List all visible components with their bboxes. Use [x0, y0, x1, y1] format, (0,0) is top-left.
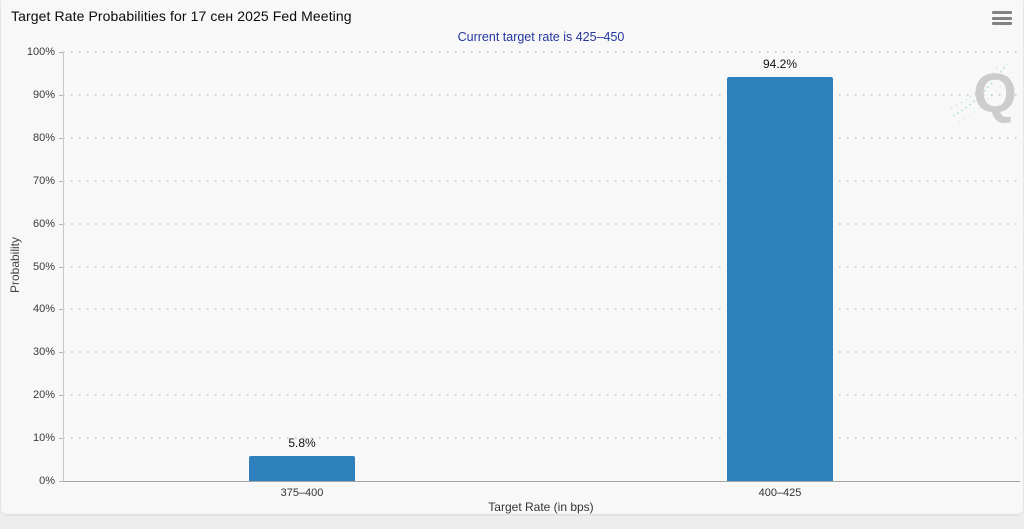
x-tick-label: 400–425	[758, 487, 802, 499]
gridline	[63, 179, 1019, 182]
gridline	[63, 222, 1019, 225]
y-tick-mark	[59, 395, 63, 397]
chart-card: Target Rate Probabilities for 17 сен 202…	[1, 0, 1023, 514]
gridline	[63, 265, 1019, 268]
gridline	[63, 394, 1019, 397]
y-tick-label: 60%	[32, 217, 55, 230]
y-tick-mark	[59, 137, 63, 139]
y-tick-label: 80%	[32, 131, 55, 144]
y-tick-mark	[59, 52, 63, 53]
menu-button[interactable]	[990, 8, 1014, 28]
y-tick-mark	[59, 352, 63, 354]
y-tick-label: 100%	[26, 46, 55, 58]
y-tick-mark	[59, 180, 63, 182]
x-tick-label: 375–400	[280, 487, 324, 499]
y-tick-label: 90%	[32, 88, 55, 101]
y-tick-mark	[59, 309, 63, 311]
bar-value-label: 94.2%	[762, 56, 798, 71]
y-tick-mark	[59, 438, 63, 440]
y-tick-label: 50%	[32, 260, 55, 273]
hamburger-icon	[992, 11, 1012, 14]
y-tick-mark	[59, 266, 63, 268]
gridline	[63, 136, 1019, 139]
y-tick-label: 40%	[32, 303, 55, 316]
x-axis-title: Target Rate (in bps)	[488, 500, 594, 514]
y-tick-label: 30%	[32, 346, 55, 359]
y-tick-label: 10%	[32, 432, 55, 445]
chart-bar[interactable]	[249, 456, 355, 481]
hamburger-icon	[992, 22, 1012, 25]
gridline	[63, 351, 1019, 354]
gridline	[63, 93, 1019, 96]
bar-value-label: 5.8%	[288, 436, 316, 451]
chart-title: Target Rate Probabilities for 17 сен 202…	[11, 8, 352, 24]
y-tick-mark	[59, 94, 63, 96]
hamburger-icon	[992, 16, 1012, 20]
gridline	[63, 308, 1019, 311]
gridline	[63, 51, 1019, 53]
y-tick-label: 0%	[39, 475, 55, 487]
chart-bar[interactable]	[727, 76, 833, 481]
y-tick-mark	[59, 481, 63, 482]
gridline	[63, 437, 1019, 440]
y-tick-label: 20%	[32, 389, 55, 402]
chart-subtitle: Current target rate is 425–450	[457, 30, 625, 44]
y-tick-label: 70%	[32, 174, 55, 187]
y-tick-mark	[59, 223, 63, 225]
